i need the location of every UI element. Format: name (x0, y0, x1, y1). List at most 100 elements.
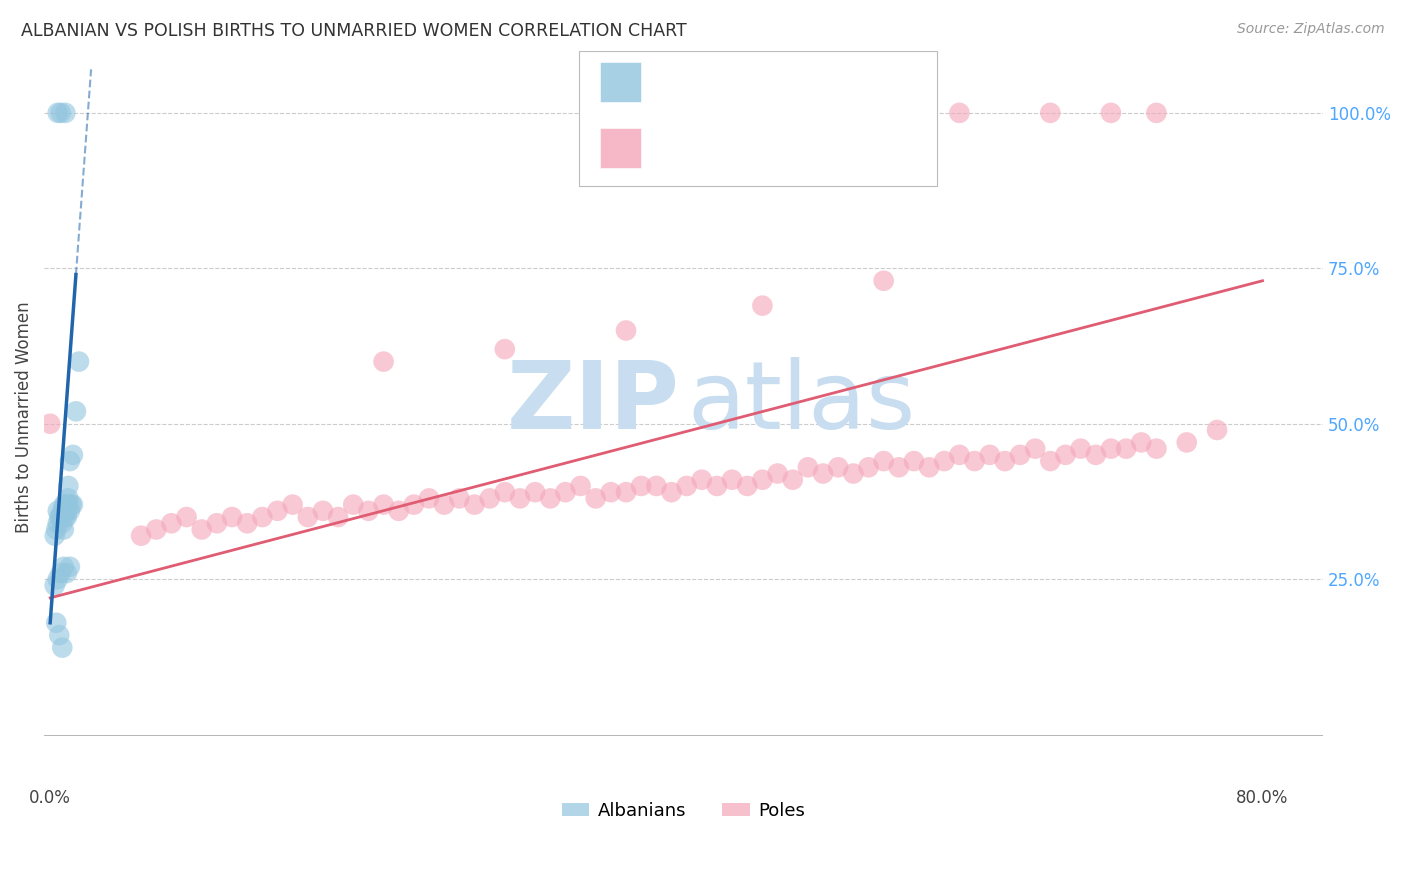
Point (145, 523, 167, 537)
Point (46, 516, 69, 531)
Point (463, 498, 485, 512)
Point (934, 454, 956, 468)
Point (858, 460, 880, 475)
Point (494, 342, 516, 356)
Point (1175, 435, 1198, 450)
Point (373, 354, 395, 368)
Point (281, 498, 304, 512)
Point (49, 106, 72, 120)
Text: ZIP: ZIP (508, 357, 679, 449)
Point (160, 516, 183, 531)
Point (948, 448, 970, 462)
Point (797, 460, 820, 475)
Point (569, 479, 592, 493)
Point (53, 510, 76, 524)
Legend: Albanians, Poles: Albanians, Poles (554, 794, 813, 827)
Point (205, 516, 228, 531)
Point (176, 510, 198, 524)
Point (918, 460, 941, 475)
Point (811, 467, 834, 481)
Point (46, 572, 69, 586)
Point (388, 504, 411, 518)
Point (48, 628, 70, 642)
Point (357, 504, 380, 518)
Point (312, 504, 335, 518)
Text: ALBANIAN VS POLISH BIRTHS TO UNMARRIED WOMEN CORRELATION CHART: ALBANIAN VS POLISH BIRTHS TO UNMARRIED W… (21, 22, 688, 40)
Point (190, 523, 212, 537)
Point (1130, 435, 1153, 450)
Point (52, 523, 75, 537)
Point (252, 510, 274, 524)
Point (887, 460, 910, 475)
Point (65, 404, 87, 418)
Point (433, 498, 456, 512)
Point (51, 504, 73, 518)
Point (1008, 448, 1031, 462)
Point (766, 467, 789, 481)
Point (53, 498, 76, 512)
Point (59, 559, 82, 574)
Point (751, 299, 773, 313)
Point (297, 510, 319, 524)
Point (52, 559, 75, 574)
Point (44, 529, 66, 543)
Point (690, 473, 713, 487)
Point (1070, 442, 1092, 456)
Point (62, 448, 84, 462)
Point (1146, 106, 1168, 120)
Point (614, 485, 637, 500)
Point (1024, 442, 1046, 456)
Point (58, 491, 80, 506)
Point (706, 479, 728, 493)
Point (494, 485, 516, 500)
Point (948, 106, 970, 120)
Point (872, 454, 894, 468)
Point (56, 566, 79, 580)
Point (1039, 106, 1062, 120)
Point (963, 454, 986, 468)
FancyBboxPatch shape (579, 51, 936, 186)
Point (449, 491, 471, 506)
Point (478, 491, 501, 506)
Point (735, 479, 758, 493)
Point (58, 479, 80, 493)
Point (58, 498, 80, 512)
Point (236, 516, 259, 531)
Y-axis label: Births to Unmarried Women: Births to Unmarried Women (15, 301, 32, 533)
Point (402, 498, 425, 512)
Point (49, 566, 72, 580)
Point (524, 485, 547, 500)
Point (59, 504, 82, 518)
Point (614, 324, 637, 338)
Point (1039, 454, 1062, 468)
Point (994, 454, 1017, 468)
Point (60, 498, 83, 512)
Point (51, 516, 73, 531)
Point (221, 510, 243, 524)
Point (45, 523, 67, 537)
Point (842, 467, 865, 481)
Point (661, 485, 683, 500)
Point (48, 510, 70, 524)
Point (326, 510, 349, 524)
Point (1146, 442, 1168, 456)
Point (342, 498, 364, 512)
Point (509, 491, 531, 506)
Point (373, 498, 395, 512)
Point (46, 504, 69, 518)
Point (45, 615, 67, 630)
Text: R = 0.415   N = 80: R = 0.415 N = 80 (661, 139, 831, 157)
Point (53, 106, 76, 120)
Point (418, 491, 440, 506)
Point (675, 479, 697, 493)
Point (538, 491, 561, 506)
Point (53, 504, 76, 518)
Point (39, 417, 62, 431)
FancyBboxPatch shape (600, 128, 641, 168)
Point (49, 510, 72, 524)
Point (1099, 442, 1122, 456)
Point (52, 498, 75, 512)
Point (44, 578, 66, 592)
Point (266, 504, 288, 518)
Point (751, 473, 773, 487)
